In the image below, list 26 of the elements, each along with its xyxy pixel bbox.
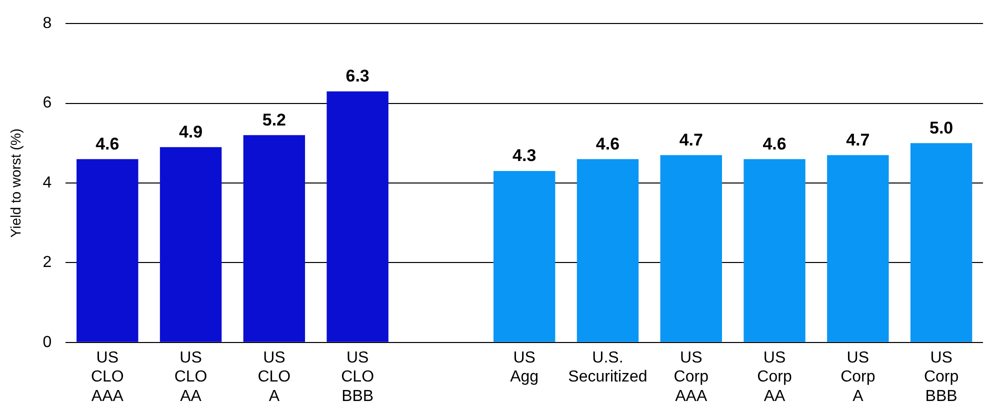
y-axis-title: Yield to worst (%) bbox=[7, 128, 24, 238]
x-tick-label: US Corp AAA bbox=[674, 349, 709, 405]
data-label: 4.3 bbox=[512, 146, 536, 166]
x-tick-label: US CLO A bbox=[258, 349, 291, 405]
y-tick-label: 6 bbox=[42, 94, 52, 112]
x-tick-label: US Corp A bbox=[840, 349, 876, 405]
data-label: 4.9 bbox=[178, 122, 203, 142]
data-label: 4.6 bbox=[96, 134, 120, 154]
x-tick-label: US Agg bbox=[510, 349, 539, 386]
x-tick-label: US CLO BBB bbox=[341, 349, 374, 405]
data-label: 4.6 bbox=[596, 134, 620, 154]
data-label: 4.7 bbox=[846, 130, 870, 150]
y-tick-label: 2 bbox=[42, 254, 52, 272]
data-label: 6.3 bbox=[346, 66, 370, 86]
x-tick-label: US CLO AA bbox=[174, 349, 208, 405]
x-tick-label: US CLO AAA bbox=[90, 349, 124, 405]
data-label: 4.6 bbox=[762, 134, 786, 154]
data-label: 4.7 bbox=[679, 130, 703, 150]
y-tick-label: 0 bbox=[42, 334, 52, 351]
x-tick-label: US Corp BBB bbox=[924, 349, 959, 405]
x-tick-label: U.S. Securitized bbox=[568, 349, 648, 386]
data-label: 5.0 bbox=[929, 118, 954, 138]
y-tick-label: 4 bbox=[42, 174, 52, 192]
data-label: 5.2 bbox=[262, 110, 286, 130]
y-tick-label: 8 bbox=[42, 15, 52, 32]
x-tick-label: US Corp AA bbox=[757, 349, 792, 405]
